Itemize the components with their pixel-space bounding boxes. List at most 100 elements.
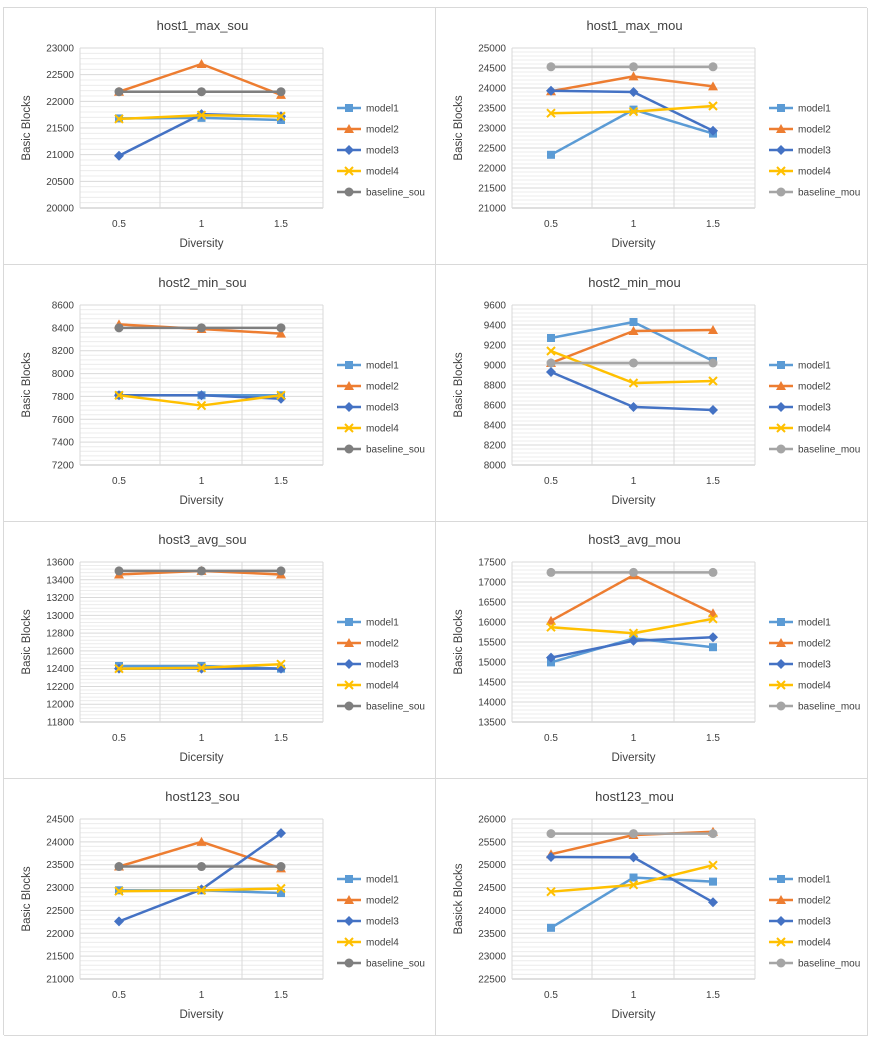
- legend-marker: [344, 444, 354, 454]
- legend-marker: [777, 875, 785, 883]
- chart-title: host1_max_sou: [157, 18, 249, 33]
- y-axis-title: Basick Blocks: [453, 863, 465, 934]
- data-point: [277, 889, 285, 898]
- legend-marker: [345, 104, 353, 112]
- y-tick-label: 23000: [46, 883, 74, 894]
- legend: model1 model2 model3 model4 baseline_sou: [337, 875, 425, 970]
- chart-title: host2_min_mou: [588, 275, 681, 290]
- y-tick-label: 12400: [46, 664, 74, 675]
- legend-label: model2: [366, 896, 399, 907]
- legend-label: model4: [798, 424, 831, 435]
- data-point: [628, 628, 639, 638]
- y-tick-label: 22000: [46, 97, 74, 108]
- y-tick-label: 13600: [46, 558, 74, 569]
- legend-marker: [345, 875, 353, 883]
- x-tick-label: 1.5: [706, 219, 720, 230]
- legend: model1 model2 model3 model4 baseline_sou: [337, 618, 425, 713]
- legend-marker: [344, 145, 354, 155]
- legend-label: baseline_sou: [366, 188, 425, 199]
- gridlines: [511, 304, 756, 466]
- data-point: [708, 405, 718, 415]
- y-tick-label: 21000: [46, 975, 74, 986]
- x-tick-label: 1: [631, 476, 637, 487]
- legend-label: model2: [366, 382, 399, 393]
- data-point: [547, 150, 555, 159]
- gridlines: [79, 561, 324, 723]
- chart-grid: 20000 20500 21000 21500 22000 22500 23000 0.5 1 1…: [3, 7, 868, 1036]
- legend-marker: [776, 145, 786, 155]
- data-point: [628, 106, 639, 117]
- x-tick-label: 0.5: [112, 219, 126, 230]
- y-tick-label: 8000: [52, 369, 75, 380]
- legend-marker: [344, 895, 354, 904]
- series-model4: [114, 659, 286, 674]
- series-model4: [114, 390, 286, 411]
- y-tick-label: 13200: [46, 593, 74, 604]
- chart-title: host1_max_mou: [586, 18, 682, 33]
- y-tick-label: 13000: [46, 611, 74, 622]
- y-tick-label: 23000: [478, 952, 506, 963]
- data-point: [276, 323, 286, 333]
- y-tick-label: 24000: [478, 906, 506, 917]
- x-tick-label: 1: [199, 733, 205, 744]
- legend-marker: [344, 423, 354, 433]
- series-baseline_mou: [546, 358, 718, 368]
- chart-panel-host123_mou: 22500 23000 23500 24000 24500 25000 25500 26000…: [436, 779, 868, 1036]
- data-point: [629, 567, 638, 577]
- x-axis-title: Diversity: [179, 1009, 223, 1021]
- series-model3: [546, 85, 718, 136]
- data-point: [708, 860, 718, 870]
- data-point: [546, 346, 556, 356]
- legend-label: model2: [798, 896, 831, 907]
- y-tick-label: 9400: [484, 321, 507, 332]
- chart-panel-host1_max_sou: 20000 20500 21000 21500 22000 22500 23000 0.5 1 1…: [4, 8, 436, 265]
- legend-label: model2: [798, 382, 831, 393]
- legend-label: model3: [366, 403, 399, 414]
- x-tick-label: 1.5: [274, 476, 288, 487]
- legend-marker: [344, 659, 354, 669]
- legend-label: model1: [798, 361, 831, 372]
- legend-label: baseline_sou: [366, 702, 425, 713]
- y-tick-label: 7600: [52, 415, 75, 426]
- data-point: [546, 615, 556, 625]
- y-tick-label: 22500: [478, 975, 506, 986]
- line-chart: 11800 12000 12200 12400 12600 12800 13000 13200…: [21, 532, 425, 764]
- series-baseline_sou: [114, 323, 286, 333]
- line-chart: 8000 8200 8400 8600 8800 9000 9200 9400 9600 0.5 1…: [453, 275, 860, 507]
- data-point: [708, 325, 718, 334]
- series-model3: [546, 851, 718, 908]
- y-tick-label: 25000: [478, 44, 506, 55]
- legend-marker: [776, 701, 786, 711]
- series-baseline_sou: [114, 566, 286, 576]
- data-point: [196, 390, 207, 401]
- y-tick-label: 7800: [52, 392, 75, 403]
- legend-label: model3: [366, 917, 399, 928]
- legend: model1 model2 model3 model4 baseline_mou: [769, 361, 860, 456]
- gridlines: [79, 304, 324, 466]
- chart-panel-host123_sou: 21000 21500 22000 22500 23000 23500 24000 24500…: [4, 779, 436, 1036]
- legend-label: model2: [366, 639, 399, 650]
- y-tick-label: 12000: [46, 700, 74, 711]
- y-tick-label: 8000: [484, 461, 507, 472]
- y-tick-label: 22000: [46, 929, 74, 940]
- data-point: [709, 877, 717, 886]
- data-point: [114, 390, 124, 400]
- data-point: [628, 378, 639, 388]
- legend-label: model2: [366, 125, 399, 136]
- x-axis-title: Diversity: [179, 495, 223, 507]
- x-tick-label: 1.5: [274, 733, 288, 744]
- data-point: [628, 852, 639, 863]
- data-point: [708, 897, 718, 908]
- legend-marker: [776, 444, 786, 454]
- y-tick-label: 15500: [478, 638, 506, 649]
- y-tick-label: 21000: [478, 204, 506, 215]
- y-tick-label: 12200: [46, 682, 74, 693]
- data-point: [629, 62, 638, 72]
- legend: model1 model2 model3 model4 baseline_mou: [769, 618, 860, 713]
- legend-label: model4: [798, 681, 831, 692]
- gridlines: [511, 818, 756, 980]
- data-point: [708, 376, 718, 386]
- line-chart: 21000 21500 22000 22500 23000 23500 24000 24500…: [453, 18, 860, 250]
- series-model4: [114, 883, 286, 896]
- legend-label: model1: [366, 104, 399, 115]
